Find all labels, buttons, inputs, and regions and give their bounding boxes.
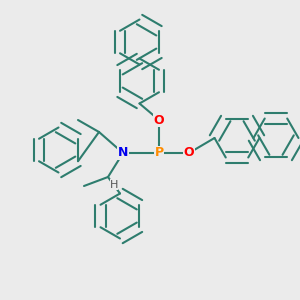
- Text: O: O: [184, 146, 194, 160]
- Text: H: H: [110, 179, 118, 190]
- Text: N: N: [118, 146, 128, 160]
- Text: O: O: [154, 113, 164, 127]
- Text: P: P: [154, 146, 164, 160]
